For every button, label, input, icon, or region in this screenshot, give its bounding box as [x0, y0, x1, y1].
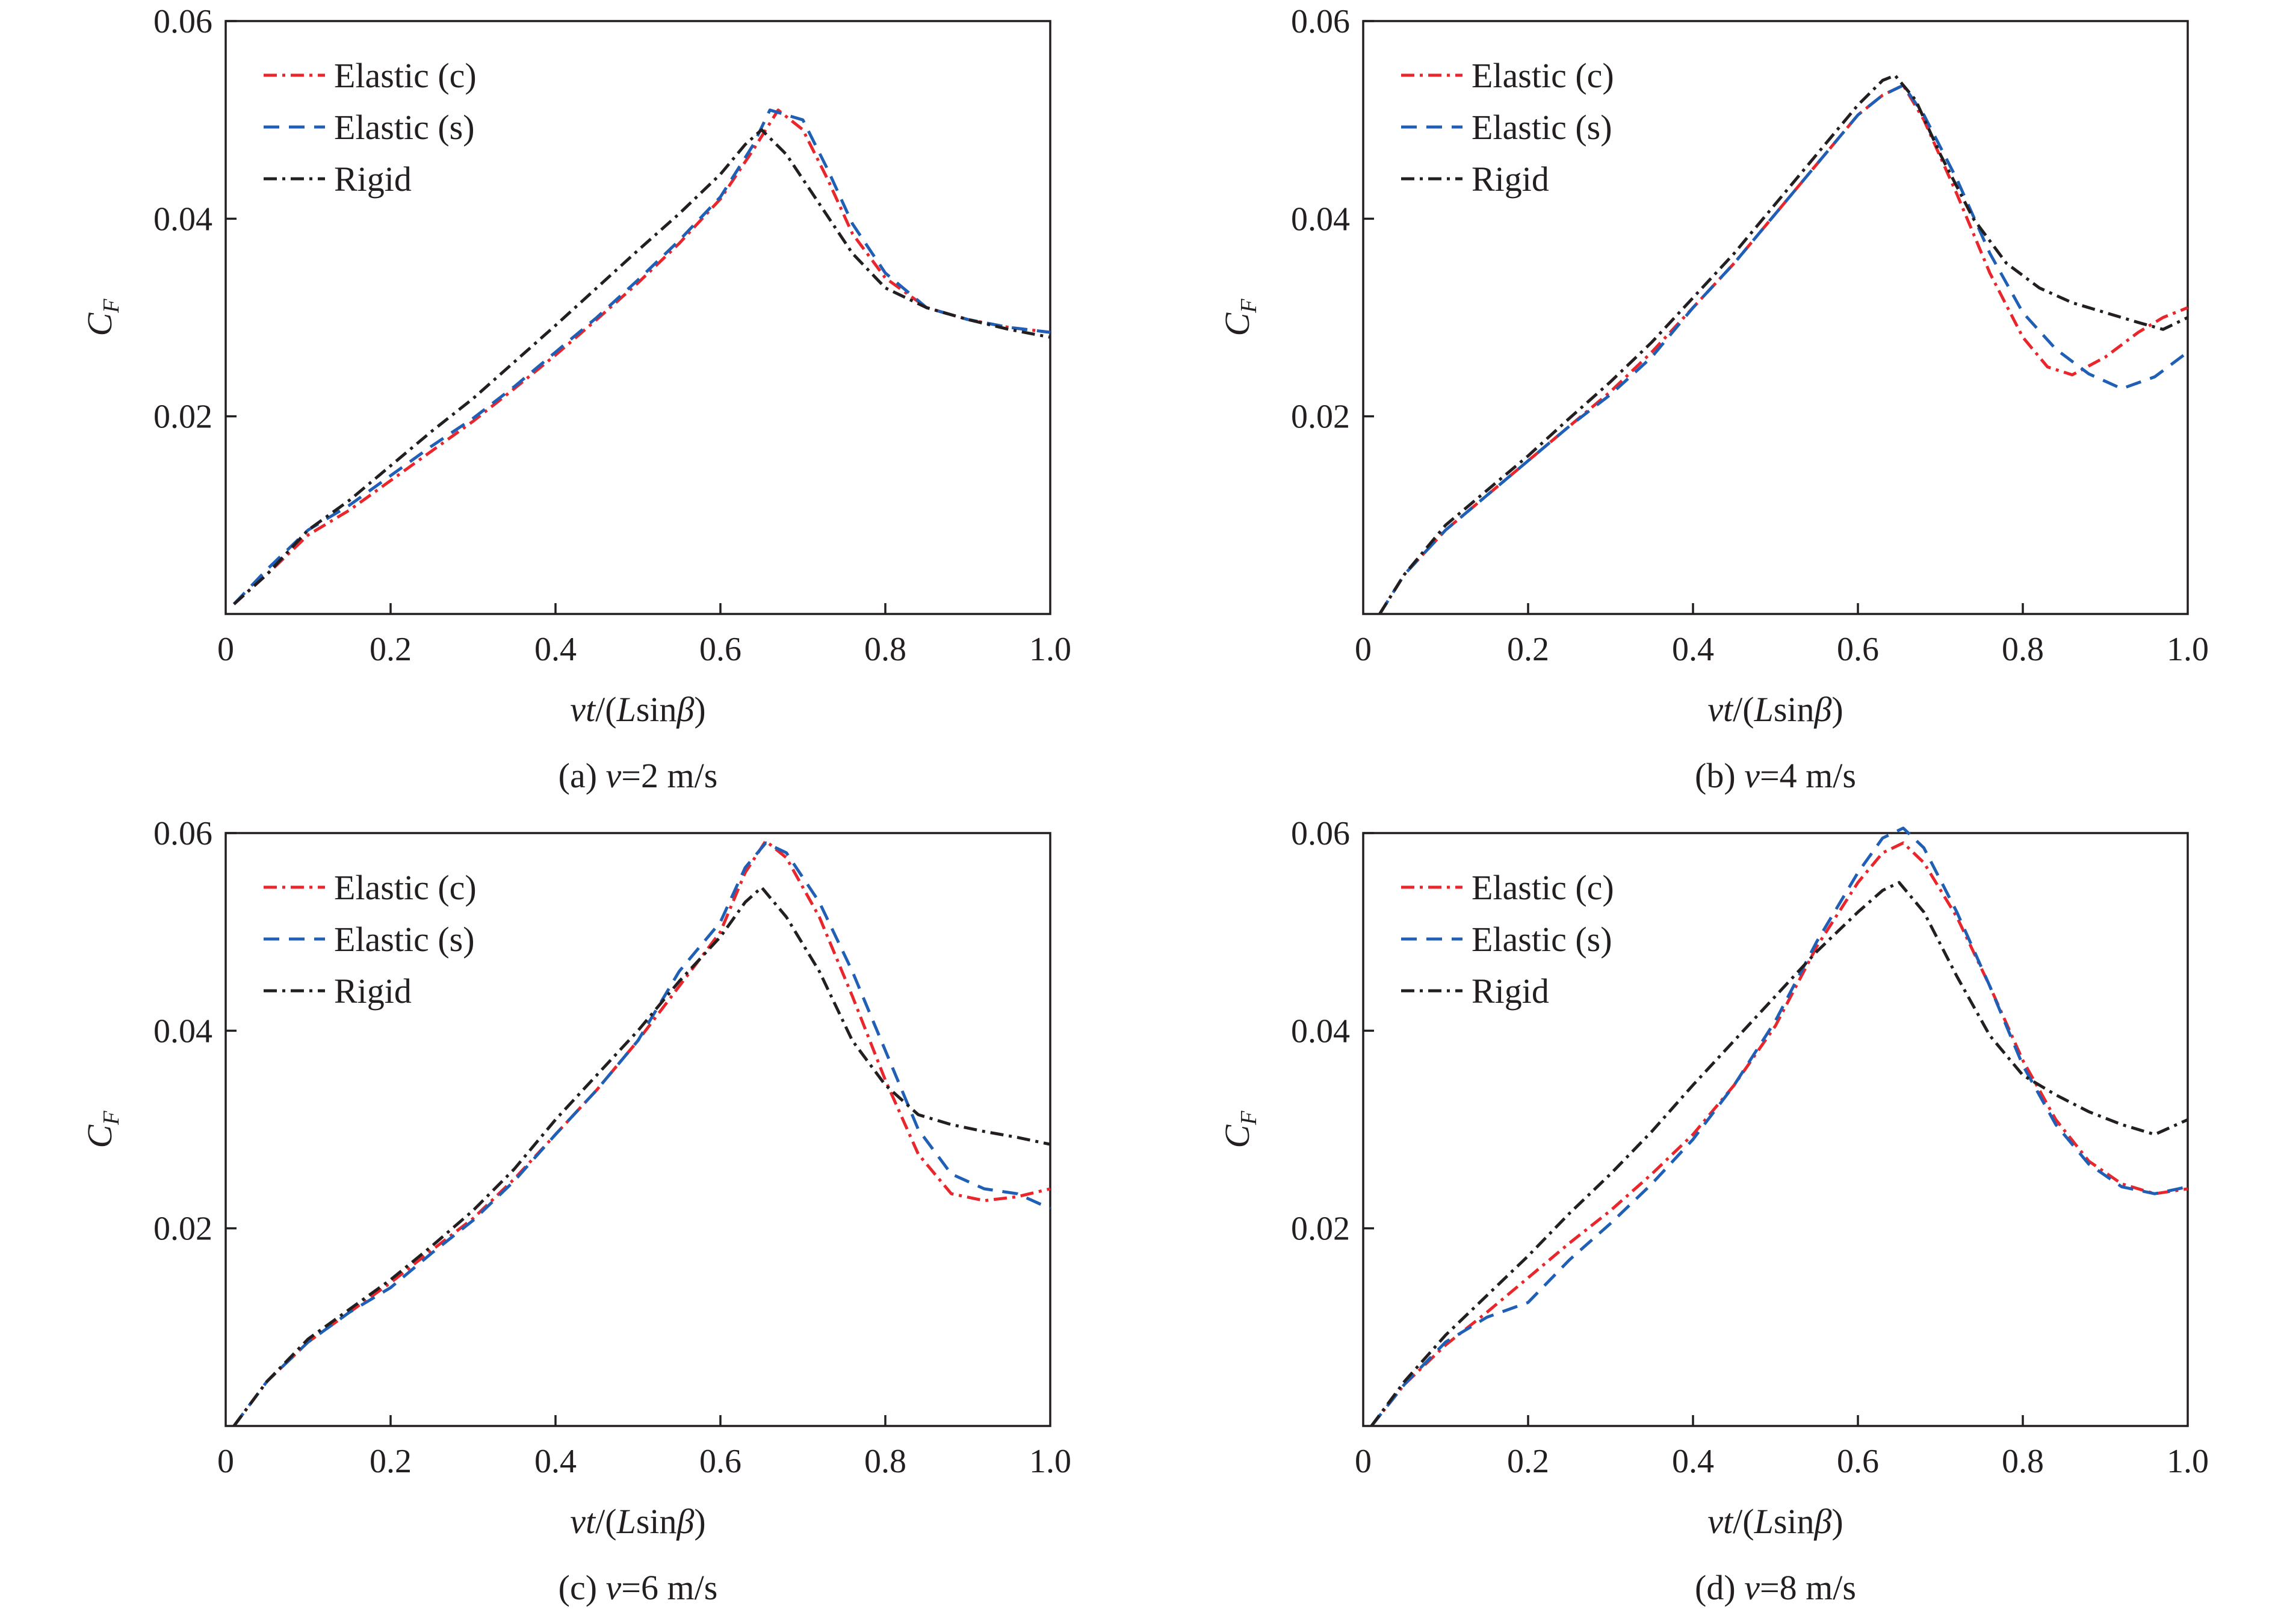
x-tick-label: 0.4 [1672, 1443, 1714, 1480]
series-line-elastic-s [232, 841, 1051, 1427]
plot-frame [1362, 832, 2189, 1427]
x-tick-label: 0.8 [2002, 1443, 2044, 1480]
x-tick-label: 0.8 [864, 631, 906, 668]
y-tick-label: 0.06 [153, 815, 212, 852]
x-axis-label: vt/(Lsinβ) [1707, 690, 1843, 729]
chart-svg: 0 0.2 0.4 0.6 0.8 1.0 0.02 0.04 0.06 vt/(Lsinβ) CF… [80, 3, 1071, 795]
series-line-elastic-s [1370, 826, 2188, 1427]
legend-label: Elastic (s) [1472, 108, 1612, 147]
x-tick-label: 0.4 [1672, 631, 1714, 668]
x-tick-label: 0.6 [1837, 631, 1879, 668]
x-tick-label: 0.8 [2002, 631, 2044, 668]
x-tick-label: 0.2 [370, 1443, 412, 1480]
chart-svg: 0 0.2 0.4 0.6 0.8 1.0 0.02 0.04 0.06 vt/(Lsinβ) CF… [80, 815, 1071, 1607]
y-tick-label: 0.02 [1291, 398, 1350, 436]
x-tick-label: 0 [1355, 631, 1372, 668]
legend-label: Elastic (c) [334, 868, 477, 907]
x-tick-label: 0.4 [534, 631, 577, 668]
legend-label: Elastic (s) [1472, 920, 1612, 959]
plot-frame [224, 832, 1051, 1427]
legend-label: Rigid [1472, 160, 1549, 199]
plot-frame [224, 20, 1051, 615]
x-axis-label: vt/(Lsinβ) [570, 1502, 705, 1541]
series-line-rigid [232, 885, 1051, 1427]
y-tick-label: 0.04 [1291, 200, 1350, 238]
chart-panel-a: 0 0.2 0.4 0.6 0.8 1.0 0.02 0.04 0.06 vt/(Lsinβ) CF… [0, 0, 1138, 812]
series-line-elastic-c [1378, 84, 2188, 615]
panel-caption: (d) v=8 m/s [1695, 1568, 1856, 1607]
series-line-elastic-s [232, 108, 1051, 606]
chart-svg: 0 0.2 0.4 0.6 0.8 1.0 0.02 0.04 0.06 vt/(Lsinβ) CF… [1218, 3, 2209, 795]
legend-label: Rigid [334, 160, 412, 199]
y-tick-label: 0.06 [153, 3, 212, 40]
x-tick-label: 1.0 [1029, 1443, 1071, 1480]
legend-label: Elastic (s) [334, 108, 475, 147]
legend-label: Elastic (c) [334, 56, 477, 95]
x-tick-label: 0.6 [1837, 1443, 1879, 1480]
panel-caption: (b) v=4 m/s [1695, 756, 1856, 795]
x-tick-label: 0.4 [534, 1443, 577, 1480]
y-axis-label: CF [1218, 299, 1261, 336]
y-axis-label: CF [80, 299, 124, 336]
x-tick-label: 0 [1355, 1443, 1372, 1480]
chart-svg: 0 0.2 0.4 0.6 0.8 1.0 0.02 0.04 0.06 vt/(Lsinβ) CF… [1218, 815, 2209, 1607]
chart-panel-b: 0 0.2 0.4 0.6 0.8 1.0 0.02 0.04 0.06 vt/(Lsinβ) CF… [1138, 0, 2275, 812]
x-tick-label: 0 [217, 631, 234, 668]
chart-panel-c: 0 0.2 0.4 0.6 0.8 1.0 0.02 0.04 0.06 vt/(Lsinβ) CF… [0, 812, 1138, 1624]
legend-label: Elastic (c) [1472, 868, 1614, 907]
x-tick-label: 1.0 [2167, 631, 2209, 668]
y-axis-label: CF [80, 1111, 124, 1148]
legend-label: Elastic (c) [1472, 56, 1614, 95]
series-line-rigid [1378, 73, 2189, 615]
y-tick-label: 0.02 [153, 1210, 212, 1248]
series-line-elastic-c [233, 108, 1051, 606]
x-tick-label: 0 [217, 1443, 234, 1480]
series-line-rigid [1370, 881, 2189, 1427]
panel-caption: (c) v=6 m/s [559, 1568, 718, 1607]
y-axis-label: CF [1218, 1111, 1261, 1148]
series-line-rigid [233, 128, 1051, 606]
chart-panel-d: 0 0.2 0.4 0.6 0.8 1.0 0.02 0.04 0.06 vt/(Lsinβ) CF… [1138, 812, 2275, 1624]
y-tick-label: 0.02 [153, 398, 212, 436]
y-tick-label: 0.04 [153, 200, 212, 238]
x-tick-label: 0.2 [370, 631, 412, 668]
x-tick-label: 1.0 [1029, 631, 1071, 668]
y-tick-label: 0.06 [1291, 815, 1350, 852]
y-tick-label: 0.02 [1291, 1210, 1350, 1248]
legend-label: Rigid [334, 972, 412, 1011]
y-tick-label: 0.04 [1291, 1012, 1350, 1050]
y-tick-label: 0.04 [153, 1012, 212, 1050]
y-tick-label: 0.06 [1291, 3, 1350, 40]
panel-caption: (a) v=2 m/s [559, 756, 718, 795]
x-tick-label: 1.0 [2167, 1443, 2209, 1480]
legend-label: Elastic (s) [334, 920, 475, 959]
x-tick-label: 0.6 [699, 1443, 741, 1480]
x-tick-label: 0.6 [699, 631, 741, 668]
series-line-elastic-s [1378, 84, 2189, 615]
x-tick-label: 0.8 [864, 1443, 906, 1480]
x-axis-label: vt/(Lsinβ) [570, 690, 705, 729]
x-tick-label: 0.2 [1507, 1443, 1549, 1480]
x-axis-label: vt/(Lsinβ) [1707, 1502, 1843, 1541]
x-tick-label: 0.2 [1507, 631, 1549, 668]
legend-label: Rigid [1472, 972, 1549, 1011]
